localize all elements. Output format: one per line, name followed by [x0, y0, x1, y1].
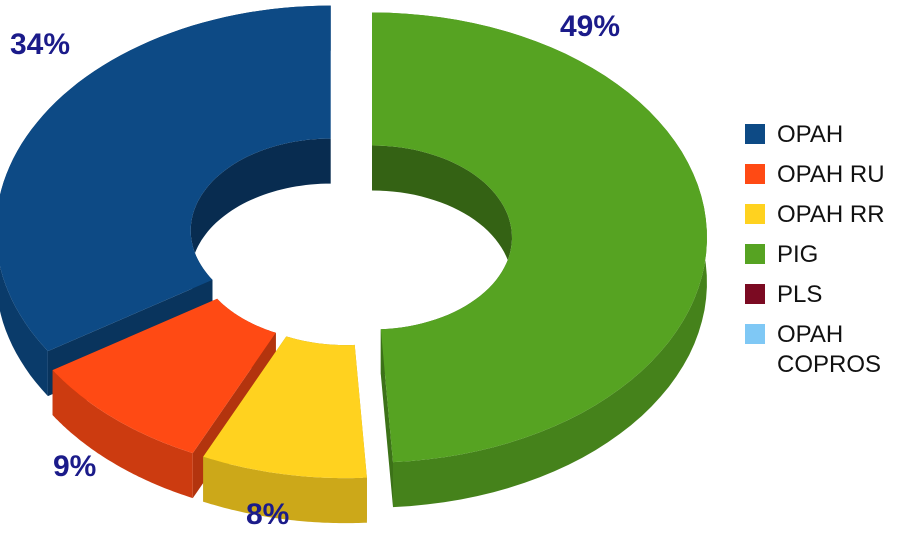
slice-inner-wall [190, 138, 331, 325]
legend-label: OPAH RR [777, 201, 885, 228]
slice-top-face [372, 12, 707, 463]
value-label-opah: 34% [10, 28, 71, 61]
slice-top-face [203, 336, 367, 479]
slice-side-wall [380, 329, 393, 508]
legend-label: OPAH RU [777, 161, 885, 188]
legend-label: PIG [777, 241, 819, 268]
legend-swatch [745, 124, 765, 144]
value-label-opah-ru: 9% [53, 450, 97, 483]
legend-swatch [745, 324, 765, 344]
legend-item-opah-ru: OPAH RU [745, 160, 911, 200]
legend-item-opah-copros: OPAH COPROS [745, 320, 911, 378]
slice-pig [372, 12, 707, 508]
legend-swatch [745, 284, 765, 304]
slice-opah-rr [203, 336, 367, 524]
legend: OPAH OPAH RU OPAH RR PIG PLS OPAH COPROS [745, 120, 911, 378]
slice-top-face [0, 5, 331, 352]
legend-swatch [745, 164, 765, 184]
legend-swatch [745, 244, 765, 264]
slices-layer [0, 5, 707, 524]
legend-swatch [745, 204, 765, 224]
legend-item-pig: PIG [745, 240, 911, 280]
value-label-opah-rr: 8% [246, 498, 290, 531]
legend-item-pls: PLS [745, 280, 911, 320]
slice-outer-wall [52, 370, 193, 499]
legend-label: PLS [777, 281, 823, 308]
value-label-pig: 49% [560, 10, 621, 43]
legend-item-opah-rr: OPAH RR [745, 200, 911, 240]
slice-top-face [52, 298, 276, 454]
legend-item-opah: OPAH [745, 120, 911, 160]
slice-outer-wall [203, 456, 367, 524]
legend-label: OPAH COPROS [777, 321, 882, 378]
legend-label: OPAH [777, 121, 844, 148]
